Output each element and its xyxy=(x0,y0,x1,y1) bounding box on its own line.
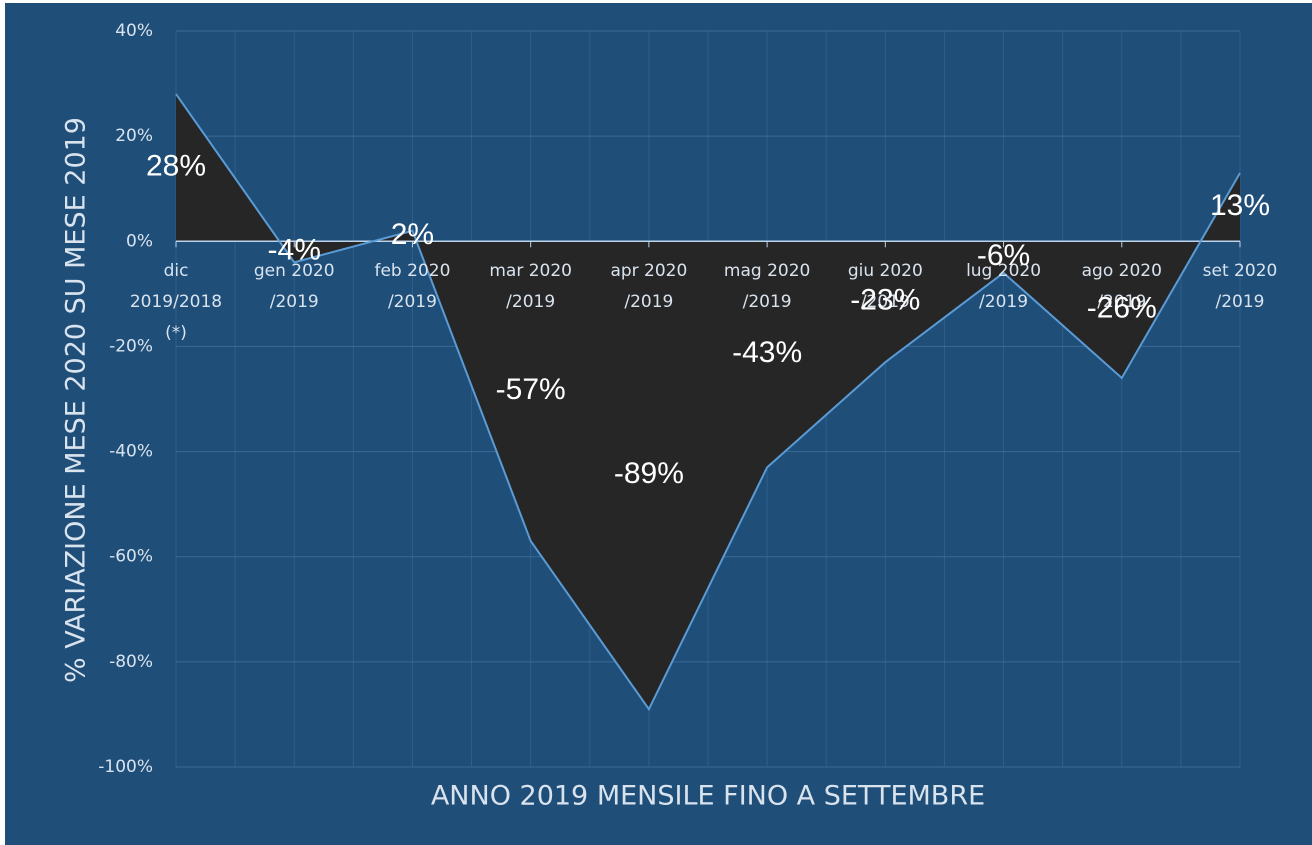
x-tick-label: mag 2020/2019 xyxy=(724,261,810,312)
area xyxy=(176,94,1240,710)
x-tick-label: set 2020/2019 xyxy=(1203,261,1278,312)
data-label: -23% xyxy=(850,284,920,317)
data-label: 2% xyxy=(391,218,434,251)
x-tick-label: gen 2020/2019 xyxy=(254,261,335,312)
x-tick-label: dic 2019/2018 (*) xyxy=(130,261,222,343)
data-label: -43% xyxy=(732,336,802,369)
data-label: -26% xyxy=(1087,292,1157,325)
y-tick-label: -100% xyxy=(98,757,153,777)
y-tick-label: 0% xyxy=(126,231,153,251)
x-tick-label: ago 2020/2019 xyxy=(1082,261,1162,312)
line xyxy=(175,93,1241,712)
data-label: 28% xyxy=(146,150,206,183)
y-tick-label: -60% xyxy=(109,547,153,567)
x-tick-label: lug 2020/2019 xyxy=(966,261,1041,312)
x-tick-label: apr 2020/2019 xyxy=(610,261,687,312)
data-label: -6% xyxy=(977,239,1030,272)
y-tick-label: -40% xyxy=(109,442,153,462)
y-tick-label: -80% xyxy=(109,652,153,672)
x-tick-label: feb 2020/2019 xyxy=(374,261,450,312)
data-label: 13% xyxy=(1210,189,1270,222)
y-tick-label: 40% xyxy=(115,21,153,41)
x-tick-label: giu 2020/2019 xyxy=(848,261,923,312)
y-tick-label: -20% xyxy=(109,336,153,356)
data-label: -4% xyxy=(268,234,321,267)
y-axis-title: % VARIAZIONE MESE 2020 SU MESE 2019 xyxy=(61,117,92,683)
data-label: -89% xyxy=(614,457,684,490)
x-axis-title: ANNO 2019 MENSILE FINO A SETTEMBRE xyxy=(431,781,985,812)
y-tick-label: 20% xyxy=(115,126,153,146)
x-tick-label: mar 2020/2019 xyxy=(489,261,572,312)
data-label: -57% xyxy=(496,373,566,406)
